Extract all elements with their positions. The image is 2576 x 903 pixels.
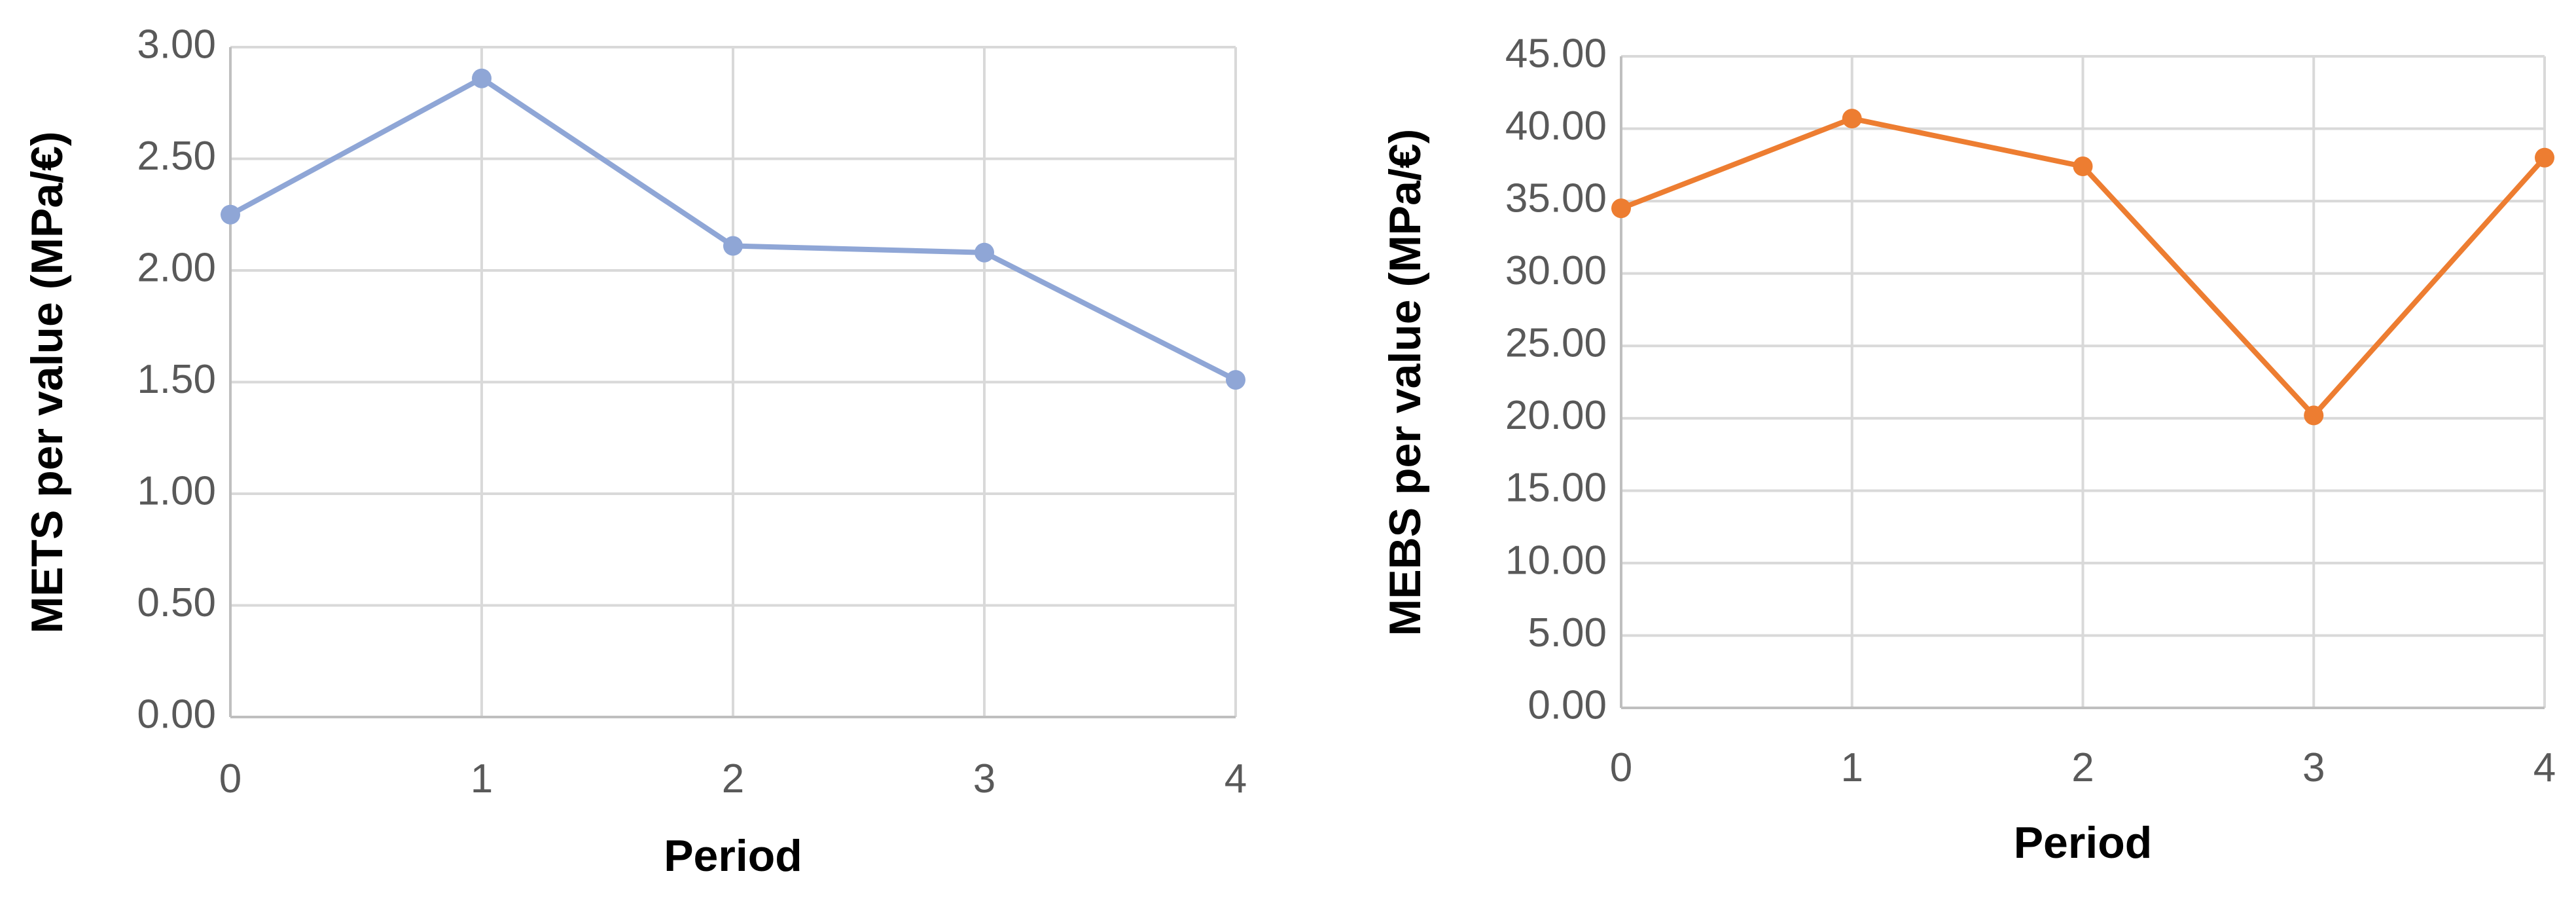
data-point <box>472 69 492 88</box>
y-tick-label: 45.00 <box>1505 31 1607 76</box>
x-axis-title: Period <box>2014 818 2153 868</box>
data-point <box>1226 370 1245 390</box>
y-axis-title: METS per value (MPa/€) <box>22 131 72 633</box>
x-tick-label: 0 <box>219 756 241 802</box>
x-tick-label: 3 <box>2302 745 2325 790</box>
y-tick-label: 0.00 <box>137 691 216 737</box>
y-tick-label: 1.50 <box>137 357 216 402</box>
y-tick-label: 35.00 <box>1505 175 1607 221</box>
y-tick-label: 1.00 <box>137 468 216 513</box>
data-point <box>975 243 994 263</box>
y-tick-label: 0.00 <box>1528 682 1607 728</box>
y-tick-label: 5.00 <box>1528 610 1607 655</box>
x-tick-label: 4 <box>1225 756 1247 802</box>
y-tick-label: 15.00 <box>1505 466 1607 511</box>
y-tick-label: 0.50 <box>137 580 216 625</box>
data-point <box>723 236 743 255</box>
mets-chart: 0.00 0.50 1.00 1.50 2.00 2.50 3.00 0 1 2 3 4 Period M… <box>22 22 1247 881</box>
data-point <box>2304 405 2323 425</box>
data-point <box>2535 148 2554 168</box>
x-tick-label: 1 <box>471 756 493 802</box>
y-tick-label: 2.50 <box>137 134 216 179</box>
x-tick-label: 3 <box>973 756 995 802</box>
data-point <box>2073 157 2093 176</box>
x-tick-label: 2 <box>722 756 744 802</box>
data-point <box>1842 109 1862 128</box>
x-tick-label: 2 <box>2071 745 2094 790</box>
x-tick-label: 0 <box>1610 745 1632 790</box>
y-tick-label: 2.00 <box>137 245 216 290</box>
y-tick-label: 3.00 <box>137 22 216 67</box>
y-tick-label: 40.00 <box>1505 103 1607 149</box>
data-point <box>221 205 240 225</box>
x-tick-label: 4 <box>2533 745 2556 790</box>
y-tick-label: 25.00 <box>1505 321 1607 366</box>
x-axis-title: Period <box>664 831 802 881</box>
y-tick-label: 20.00 <box>1505 393 1607 438</box>
data-point <box>1611 198 1631 218</box>
y-tick-label: 30.00 <box>1505 248 1607 293</box>
x-tick-label: 1 <box>1841 745 1863 790</box>
y-axis-title: MEBS per value (MPa/€) <box>1380 129 1430 636</box>
y-tick-label: 10.00 <box>1505 538 1607 583</box>
mebs-chart: 0.005.0010.0015.0020.0025.0030.0035.0040… <box>1380 31 2556 868</box>
